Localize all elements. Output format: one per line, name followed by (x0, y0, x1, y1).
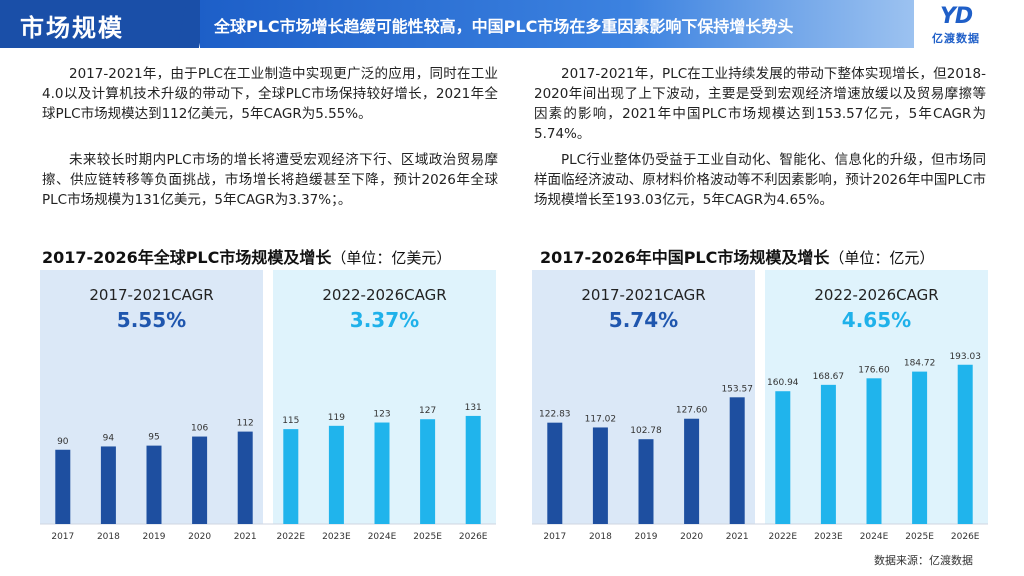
global-tick-label-2021: 2021 (234, 532, 257, 542)
right-paragraph-2: PLC行业整体仍受益于工业自动化、智能化、信息化的升级，但市场同样面临经济波动、… (534, 152, 986, 208)
left-paragraph-2: 未来较长时期内PLC市场的增长将遭受宏观经济下行、区域政治贸易摩擦、供应链转移等… (42, 152, 498, 208)
china-bar-2019 (638, 439, 654, 524)
section-title: 市场规模 (20, 14, 124, 42)
china-bar-2018 (592, 427, 608, 524)
china-value-label-2024E: 176.60 (858, 365, 890, 375)
global-period-cagr-0: 5.55% (117, 308, 186, 332)
global-bar-2024E (374, 422, 390, 524)
china-value-label-2026E: 193.03 (949, 352, 981, 362)
china-value-label-2020: 127.60 (676, 406, 708, 416)
global-tick-label-2022E: 2022E (277, 532, 306, 542)
data-source: 数据来源：亿渡数据 (874, 554, 973, 567)
china-tick-label-2026E: 2026E (951, 532, 980, 542)
china-period-cagr-1: 4.65% (842, 308, 911, 332)
global-bar-2025E (420, 419, 436, 524)
china-tick-label-2020: 2020 (680, 532, 703, 542)
global-tick-label-2017: 2017 (51, 532, 74, 542)
global-bar-2026E (465, 415, 481, 524)
global-value-label-2026E: 131 (465, 403, 482, 413)
china-bar-2017 (547, 422, 563, 524)
global-bar-2021 (237, 431, 253, 524)
global-value-label-2021: 112 (237, 419, 254, 429)
global-value-label-2023E: 119 (328, 413, 345, 423)
brand-logo: YD 亿渡数据 (922, 4, 1022, 48)
section-title-box: 市场规模 (0, 0, 190, 48)
global-tick-label-2018: 2018 (97, 532, 120, 542)
global-bar-2022E (283, 429, 299, 524)
china-tick-label-2017: 2017 (543, 532, 566, 542)
global-value-label-2018: 94 (103, 433, 115, 443)
global-tick-label-2024E: 2024E (368, 532, 397, 542)
global-tick-label-2025E: 2025E (413, 532, 442, 542)
china-bar-2020 (684, 418, 700, 524)
china-value-label-2025E: 184.72 (904, 359, 936, 369)
global-value-label-2025E: 127 (419, 406, 436, 416)
china-value-label-2022E: 160.94 (767, 378, 799, 388)
global-bar-2023E (328, 425, 344, 524)
left-paragraph-1: 2017-2021年，由于PLC在工业制造中实现更广泛的应用，同时在工业4.0以… (42, 66, 498, 122)
china-bar-2021 (729, 397, 745, 524)
china-period-cagr-0: 5.74% (609, 308, 678, 332)
headline: 全球PLC市场增长趋缓可能性较高，中国PLC市场在多重因素影响下保持增长势头 (214, 17, 794, 36)
global-tick-label-2026E: 2026E (459, 532, 488, 542)
global-value-label-2017: 90 (57, 437, 69, 447)
global-tick-label-2019: 2019 (143, 532, 166, 542)
china-bar-2022E (775, 391, 791, 524)
headline-bar: 全球PLC市场增长趋缓可能性较高，中国PLC市场在多重因素影响下保持增长势头 (200, 0, 914, 48)
china-tick-label-2023E: 2023E (814, 532, 843, 542)
china-tick-label-2024E: 2024E (860, 532, 889, 542)
china-period-label-1: 2022-2026CAGR (814, 286, 938, 304)
global-tick-label-2023E: 2023E (322, 532, 351, 542)
china-value-label-2019: 102.78 (630, 426, 662, 436)
global-value-label-2019: 95 (148, 433, 159, 443)
global-value-label-2020: 106 (191, 424, 208, 434)
global-value-label-2022E: 115 (282, 416, 299, 426)
china-chart-unit: （单位：亿元） (829, 249, 935, 267)
global-period-label-0: 2017-2021CAGR (89, 286, 213, 304)
logo-name: 亿渡数据 (932, 32, 980, 45)
china-chart-title: 2017-2026年中国PLC市场规模及增长（单位：亿元） (540, 248, 935, 267)
logo-mark-icon: YD (940, 4, 973, 29)
china-bar-2023E (820, 384, 836, 524)
china-value-label-2017: 122.83 (539, 410, 571, 420)
global-bar-2017 (55, 449, 71, 524)
china-plc-market-chart: 2017-2021CAGR 5.74% 2022-2026CAGR 4.65% 122.… (532, 270, 988, 542)
global-plc-market-chart: 2017-2021CAGR 5.55% 2022-2026CAGR 3.37% 90 20… (40, 270, 496, 542)
china-tick-label-2022E: 2022E (769, 532, 798, 542)
china-bar-2024E (866, 378, 882, 524)
global-bar-2019 (146, 445, 162, 524)
global-chart-unit: （单位：亿美元） (331, 249, 452, 267)
china-value-label-2023E: 168.67 (813, 372, 845, 382)
china-tick-label-2025E: 2025E (905, 532, 934, 542)
china-value-label-2021: 153.57 (721, 384, 753, 394)
global-bar-2018 (100, 446, 116, 524)
global-chart-title: 2017-2026年全球PLC市场规模及增长（单位：亿美元） (42, 248, 452, 267)
global-tick-label-2020: 2020 (188, 532, 211, 542)
china-tick-label-2021: 2021 (726, 532, 749, 542)
china-period-label-0: 2017-2021CAGR (581, 286, 705, 304)
china-bar-2026E (957, 364, 973, 524)
global-period-label-1: 2022-2026CAGR (322, 286, 446, 304)
china-value-label-2018: 117.02 (585, 414, 617, 424)
china-tick-label-2019: 2019 (635, 532, 658, 542)
global-value-label-2024E: 123 (373, 410, 390, 420)
global-bar-2020 (192, 436, 208, 524)
global-period-cagr-1: 3.37% (350, 308, 419, 332)
right-paragraph-1: 2017-2021年，PLC在工业持续发展的带动下整体实现增长，但2018-20… (534, 66, 986, 142)
china-tick-label-2018: 2018 (589, 532, 612, 542)
china-bar-2025E (912, 371, 928, 524)
